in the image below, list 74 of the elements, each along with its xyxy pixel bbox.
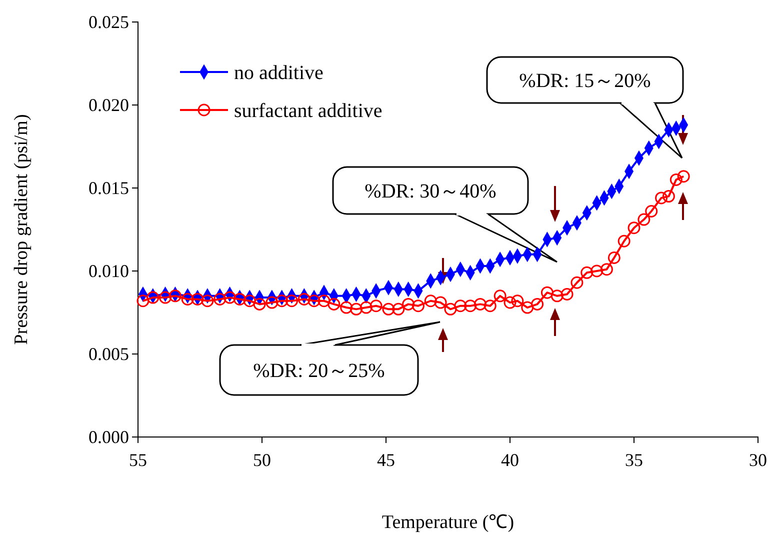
point — [224, 291, 236, 304]
point — [550, 290, 564, 302]
point — [308, 294, 320, 308]
y-tick-label: 0.005 — [88, 344, 129, 364]
point — [146, 291, 160, 304]
point — [191, 292, 204, 306]
point — [464, 300, 477, 312]
point — [638, 213, 650, 226]
point — [521, 301, 534, 314]
point — [570, 276, 584, 289]
point — [590, 264, 604, 278]
y-tick-label: 0.010 — [88, 260, 129, 281]
point — [580, 266, 594, 279]
x-tick-label: 35 — [625, 450, 643, 470]
point — [560, 288, 574, 300]
point — [370, 300, 382, 312]
y-tick-label: 0.000 — [88, 426, 129, 447]
point — [424, 294, 437, 308]
point — [434, 296, 447, 309]
x-axis-title: Temperature (℃) — [382, 512, 514, 533]
point — [531, 298, 544, 310]
point — [266, 296, 278, 309]
point — [628, 222, 640, 234]
point — [276, 294, 288, 308]
point — [233, 292, 246, 306]
point — [253, 298, 266, 310]
point — [454, 300, 467, 312]
point — [444, 302, 457, 316]
legend-label: no additive — [234, 62, 324, 84]
point — [540, 286, 554, 299]
point — [298, 292, 310, 306]
point — [670, 173, 682, 186]
point — [402, 298, 415, 310]
point — [136, 294, 150, 308]
point — [600, 263, 613, 276]
point — [608, 251, 620, 264]
point — [511, 294, 524, 308]
x-tick-label: 40 — [501, 450, 519, 470]
point — [677, 170, 690, 183]
y-tick-label: 0.015 — [88, 178, 129, 198]
point — [243, 294, 256, 308]
point — [328, 298, 340, 310]
point — [645, 204, 658, 218]
point — [286, 294, 298, 308]
annotation: %DR: 30～40% — [364, 180, 496, 202]
point — [474, 298, 486, 310]
point — [318, 294, 330, 308]
point — [168, 290, 182, 302]
point — [340, 301, 353, 314]
y-tick-label: 0.025 — [88, 12, 129, 32]
x-tick-label: 30 — [749, 450, 767, 470]
point — [494, 290, 506, 302]
x-tick-label: 45 — [377, 450, 395, 470]
y-tick-label: 0.020 — [88, 94, 129, 115]
point — [181, 292, 194, 306]
annotation: %DR: 20～25% — [253, 360, 385, 382]
point — [214, 292, 226, 306]
point — [662, 190, 675, 203]
x-tick-label: 55 — [129, 450, 147, 470]
point — [392, 302, 405, 316]
point — [159, 291, 172, 304]
point — [350, 302, 362, 316]
point — [504, 296, 516, 309]
x-tick-label: 50 — [253, 450, 271, 470]
annotation: %DR: 15～20% — [519, 70, 651, 92]
point — [655, 192, 668, 204]
point — [484, 300, 496, 312]
y-axis-title: Pressure drop gradient (psi/m) — [11, 114, 32, 345]
point — [382, 302, 395, 316]
point — [618, 234, 630, 248]
point — [201, 294, 214, 308]
point — [412, 300, 424, 312]
point — [360, 301, 372, 314]
legend-label: surfactant additive — [234, 100, 382, 122]
